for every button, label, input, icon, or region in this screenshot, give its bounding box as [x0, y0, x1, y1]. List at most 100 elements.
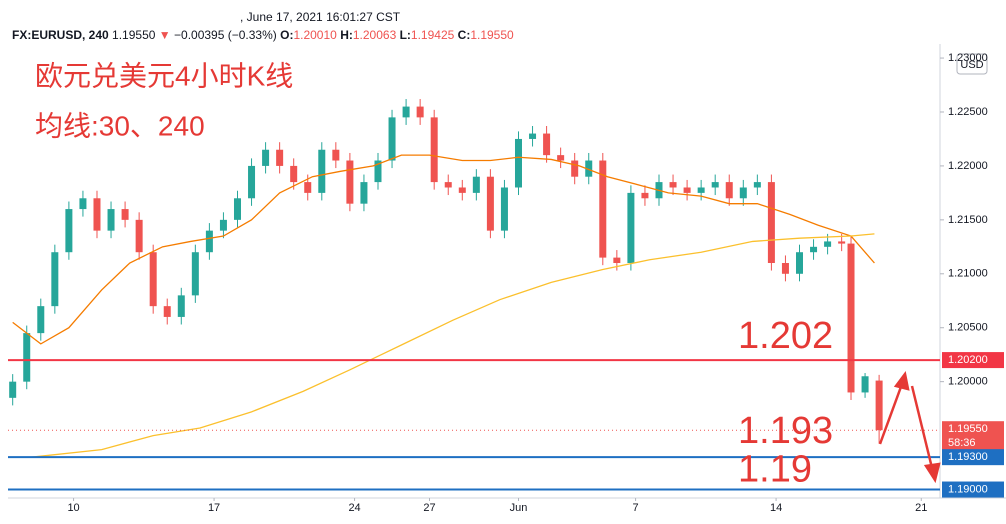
- candle-body: [318, 149, 326, 193]
- y-tick-label: 1.21000: [948, 268, 988, 280]
- candle-body: [374, 160, 382, 183]
- candle-body: [304, 182, 312, 193]
- moving-average: [12, 154, 875, 345]
- header: , June 17, 2021 16:01:27 CST FX:EURUSD, …: [12, 8, 514, 44]
- level-box: [942, 481, 1004, 498]
- candle-body: [205, 230, 213, 253]
- candle-body: [627, 192, 635, 263]
- ohlc-value: 1.19425: [410, 28, 455, 42]
- candle-body: [767, 182, 775, 263]
- candle-body: [599, 160, 607, 258]
- x-tick-label: 24: [348, 502, 360, 514]
- candle-body: [276, 149, 284, 166]
- candle-body: [360, 182, 368, 204]
- candle-body: [93, 198, 101, 231]
- candle-body: [262, 149, 270, 166]
- candle-body: [683, 187, 691, 193]
- chart-subtitle: 均线:30、240: [35, 110, 205, 141]
- candle-body: [781, 263, 789, 274]
- level-label: 1.19300: [948, 451, 988, 463]
- candle-body: [37, 306, 45, 334]
- candle-body: [430, 117, 438, 183]
- candle-body: [486, 176, 494, 231]
- x-tick-label: 17: [208, 502, 220, 514]
- symbol: FX:EURUSD, 240: [12, 28, 109, 42]
- candle-body: [149, 252, 157, 307]
- candle-body: [725, 182, 733, 199]
- y-tick-label: 1.20000: [948, 376, 988, 388]
- level-annotation: 1.193: [738, 410, 833, 452]
- candle-body: [219, 219, 227, 231]
- level-label: 1.19000: [948, 483, 988, 495]
- candle-body: [107, 209, 115, 231]
- x-tick-label: 10: [67, 502, 79, 514]
- y-tick-label: 1.22500: [948, 106, 988, 118]
- current-price-box: [942, 421, 1004, 452]
- x-tick-label: 27: [423, 502, 435, 514]
- candle-body: [402, 106, 410, 118]
- ohlc: O:1.20010 H:1.20063 L:1.19425 C:1.19550: [280, 28, 514, 42]
- change-arrow: ▼: [158, 28, 171, 42]
- currency-box[interactable]: [956, 53, 988, 75]
- candle-body: [9, 381, 17, 398]
- candle-body: [571, 160, 579, 177]
- candle-body: [585, 160, 593, 177]
- candle-body: [810, 246, 818, 253]
- candle-body: [121, 209, 129, 220]
- last-price: 1.19550: [112, 28, 156, 42]
- candle-body: [388, 117, 396, 161]
- y-tick-label: 1.23000: [948, 52, 988, 64]
- candle-body: [65, 209, 73, 253]
- candle-body: [177, 295, 185, 317]
- ohlc-value: 1.19550: [470, 28, 514, 42]
- currency: USD: [960, 59, 983, 71]
- candle-body: [248, 165, 256, 199]
- arrow-head: [923, 462, 941, 484]
- x-tick-label: 14: [770, 502, 782, 514]
- candle-body: [697, 187, 705, 193]
- countdown: 58:36: [948, 437, 976, 449]
- x-tick-label: 21: [915, 502, 927, 514]
- y-tick-label: 1.21500: [948, 214, 988, 226]
- level-label: 1.20200: [948, 354, 988, 366]
- candle-body: [472, 176, 480, 193]
- candle-body: [79, 198, 87, 210]
- candle-body: [824, 241, 832, 247]
- ohlc-label: C:: [457, 28, 471, 42]
- candle-body: [290, 165, 298, 183]
- arrow-head: [893, 371, 910, 391]
- arrow-up: [878, 383, 904, 445]
- arrow-down: [910, 385, 934, 469]
- candle-body: [641, 192, 649, 199]
- x-tick-label: 7: [633, 502, 639, 514]
- candle-body: [669, 182, 677, 188]
- level-annotation: 1.19: [738, 449, 812, 491]
- ohlc-label: O:: [280, 28, 294, 42]
- ohlc-label: L:: [399, 28, 411, 42]
- candle-body: [711, 182, 719, 188]
- change: −0.00395 (−0.33%): [174, 28, 277, 42]
- level-box: [942, 352, 1004, 369]
- candle-body: [838, 241, 846, 244]
- level-box: [942, 449, 1004, 466]
- ohlc-value: 1.20010: [293, 28, 337, 42]
- candle-body: [529, 133, 537, 139]
- moving-average: [31, 233, 875, 458]
- candle-body: [23, 333, 31, 382]
- x-tick-label: Jun: [510, 502, 528, 514]
- current-price-label: 1.19550: [948, 423, 988, 435]
- candle-body: [163, 306, 171, 317]
- chart-title: 欧元兑美元4小时K线: [35, 60, 293, 91]
- candle-body: [847, 243, 855, 393]
- legend-row: FX:EURUSD, 240 1.19550 ▼ −0.00395 (−0.33…: [12, 26, 514, 44]
- arrows: [878, 371, 941, 484]
- candle-body: [346, 160, 354, 204]
- candle-body: [861, 376, 869, 393]
- candle-body: [875, 380, 883, 431]
- candle-body: [51, 252, 59, 307]
- candle-body: [795, 252, 803, 274]
- y-tick-label: 1.20500: [948, 322, 988, 334]
